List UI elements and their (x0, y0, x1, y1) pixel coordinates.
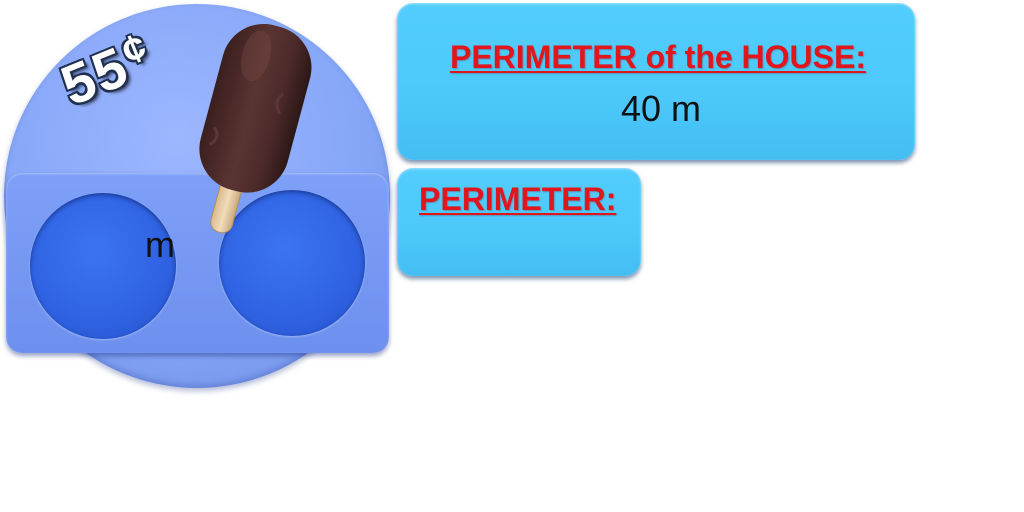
house-perimeter-value: 40 m (397, 88, 915, 130)
perimeter-answer-unit: m (145, 224, 175, 265)
perimeter-answer-heading: PERIMETER: (419, 181, 617, 217)
house-perimeter-unit: m (671, 88, 702, 129)
house-perimeter-panel: PERIMETER of the HOUSE: 40 m (397, 3, 915, 160)
house-perimeter-number: 40 (620, 88, 662, 129)
coin-slot-2[interactable] (219, 190, 365, 336)
ice-cream-bar-icon (199, 23, 312, 234)
perimeter-answer-panel: PERIMETER: (397, 168, 641, 276)
house-perimeter-heading: PERIMETER of the HOUSE: (449, 39, 866, 75)
coin-slot-1[interactable] (30, 193, 176, 339)
perimeter-answer-input[interactable] (445, 226, 535, 266)
